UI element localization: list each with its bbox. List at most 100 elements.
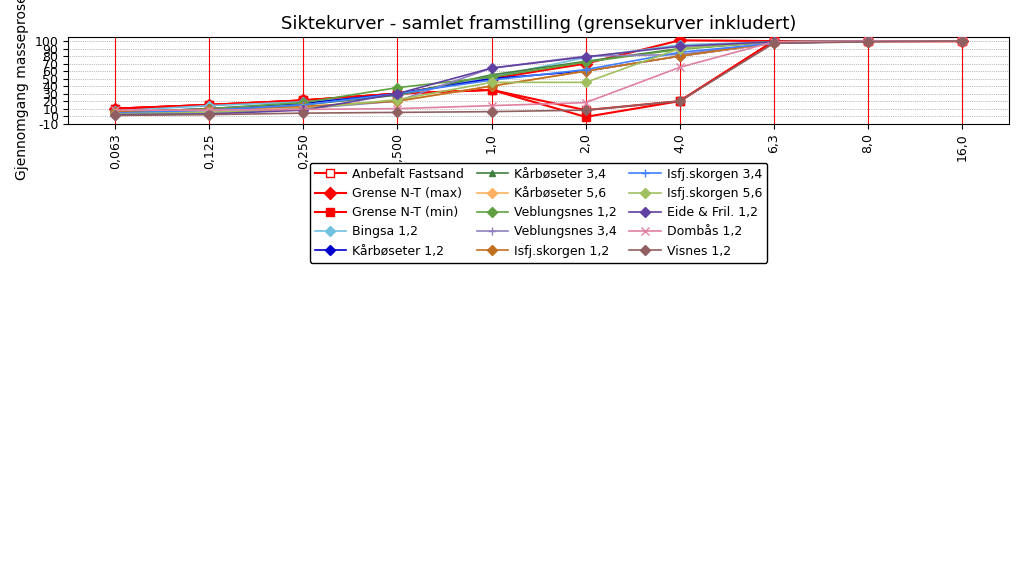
Visnes 1,2 <box>768 40 780 47</box>
Isfj.skorgen 5,6 <box>109 111 121 117</box>
Isfj.skorgen 3,4 <box>485 77 498 84</box>
Grense N-T (max) <box>203 101 215 108</box>
Eide & Fril. 1,2 <box>862 38 874 45</box>
Eide & Fril. 1,2 <box>580 53 592 60</box>
Isfj.skorgen 3,4 <box>862 38 874 45</box>
Line: Visnes 1,2: Visnes 1,2 <box>112 38 966 119</box>
Kårbøseter 5,6 <box>391 97 403 104</box>
Kårbøseter 5,6 <box>862 38 874 45</box>
Dombås 1,2 <box>391 105 403 112</box>
Dombås 1,2 <box>580 99 592 106</box>
Kårbøseter 1,2 <box>580 68 592 74</box>
Eide & Fril. 1,2 <box>955 38 968 45</box>
Kårbøseter 3,4 <box>485 72 498 79</box>
Bingsa 1,2 <box>862 38 874 45</box>
Dombås 1,2 <box>485 102 498 109</box>
Anbefalt Fastsand <box>955 38 968 45</box>
Kårbøseter 5,6 <box>955 38 968 45</box>
Isfj.skorgen 3,4 <box>391 90 403 97</box>
Isfj.skorgen 1,2 <box>768 39 780 46</box>
Bingsa 1,2 <box>297 99 309 105</box>
Kårbøseter 5,6 <box>297 104 309 111</box>
Grense N-T (max) <box>297 97 309 104</box>
Isfj.skorgen 1,2 <box>391 97 403 104</box>
Grense N-T (min) <box>674 97 686 104</box>
Visnes 1,2 <box>580 107 592 113</box>
Veblungsnes 3,4 <box>485 65 498 72</box>
Line: Kårbøseter 5,6: Kårbøseter 5,6 <box>112 38 966 117</box>
Isfj.skorgen 3,4 <box>955 38 968 45</box>
Bingsa 1,2 <box>674 41 686 48</box>
Dombås 1,2 <box>955 38 968 45</box>
Grense N-T (max) <box>485 75 498 82</box>
Grense N-T (max) <box>955 38 968 45</box>
Kårbøseter 3,4 <box>955 38 968 45</box>
Visnes 1,2 <box>674 97 686 104</box>
Isfj.skorgen 1,2 <box>203 106 215 113</box>
Kårbøseter 1,2 <box>203 105 215 112</box>
Line: Isfj.skorgen 1,2: Isfj.skorgen 1,2 <box>112 38 966 115</box>
Visnes 1,2 <box>203 111 215 118</box>
Bingsa 1,2 <box>203 102 215 109</box>
Kårbøseter 1,2 <box>391 90 403 97</box>
Veblungsnes 3,4 <box>297 105 309 112</box>
Grense N-T (min) <box>485 87 498 93</box>
Line: Grense N-T (max): Grense N-T (max) <box>111 36 966 113</box>
Kårbøseter 3,4 <box>109 111 121 117</box>
Bingsa 1,2 <box>768 38 780 45</box>
Veblungsnes 1,2 <box>391 84 403 91</box>
Veblungsnes 3,4 <box>391 97 403 104</box>
Isfj.skorgen 3,4 <box>203 107 215 113</box>
Visnes 1,2 <box>485 108 498 115</box>
Veblungsnes 1,2 <box>580 58 592 65</box>
Isfj.skorgen 5,6 <box>580 79 592 86</box>
Grense N-T (min) <box>580 113 592 120</box>
Line: Isfj.skorgen 3,4: Isfj.skorgen 3,4 <box>111 37 966 117</box>
Kårbøseter 3,4 <box>768 38 780 45</box>
Dombås 1,2 <box>203 107 215 113</box>
Isfj.skorgen 5,6 <box>203 109 215 116</box>
Y-axis label: Gjennomgang masseprosent: Gjennomgang masseprosent <box>15 0 29 180</box>
Kårbøseter 3,4 <box>297 101 309 108</box>
Grense N-T (min) <box>768 38 780 45</box>
Line: Anbefalt Fastsand: Anbefalt Fastsand <box>111 37 966 114</box>
Kårbøseter 5,6 <box>580 68 592 74</box>
Veblungsnes 1,2 <box>203 105 215 112</box>
Line: Veblungsnes 3,4: Veblungsnes 3,4 <box>111 37 966 118</box>
Isfj.skorgen 3,4 <box>580 66 592 73</box>
Eide & Fril. 1,2 <box>297 107 309 113</box>
Line: Kårbøseter 1,2: Kårbøseter 1,2 <box>112 38 966 116</box>
Kårbøseter 1,2 <box>768 40 780 47</box>
Anbefalt Fastsand <box>109 105 121 112</box>
Eide & Fril. 1,2 <box>203 111 215 117</box>
Isfj.skorgen 1,2 <box>485 83 498 89</box>
Isfj.skorgen 5,6 <box>674 45 686 52</box>
Kårbøseter 1,2 <box>109 109 121 116</box>
Kårbøseter 3,4 <box>580 58 592 65</box>
Anbefalt Fastsand <box>391 90 403 97</box>
Veblungsnes 1,2 <box>109 109 121 116</box>
Dombås 1,2 <box>109 107 121 113</box>
Kårbøseter 3,4 <box>203 107 215 113</box>
Veblungsnes 1,2 <box>674 46 686 53</box>
Bingsa 1,2 <box>109 108 121 115</box>
Kårbøseter 3,4 <box>674 45 686 52</box>
Line: Bingsa 1,2: Bingsa 1,2 <box>112 38 966 115</box>
Eide & Fril. 1,2 <box>391 90 403 97</box>
Isfj.skorgen 1,2 <box>297 103 309 110</box>
Line: Dombås 1,2: Dombås 1,2 <box>111 37 966 114</box>
Kårbøseter 1,2 <box>674 53 686 60</box>
Line: Veblungsnes 1,2: Veblungsnes 1,2 <box>112 38 966 116</box>
Veblungsnes 1,2 <box>768 38 780 45</box>
Anbefalt Fastsand <box>580 107 592 113</box>
Kårbøseter 3,4 <box>391 92 403 99</box>
Bingsa 1,2 <box>580 54 592 61</box>
Isfj.skorgen 3,4 <box>297 101 309 108</box>
Eide & Fril. 1,2 <box>674 43 686 50</box>
Isfj.skorgen 3,4 <box>674 49 686 56</box>
Grense N-T (min) <box>203 101 215 108</box>
Grense N-T (max) <box>391 90 403 97</box>
Grense N-T (max) <box>862 38 874 45</box>
Veblungsnes 1,2 <box>297 99 309 106</box>
Grense N-T (max) <box>674 37 686 44</box>
